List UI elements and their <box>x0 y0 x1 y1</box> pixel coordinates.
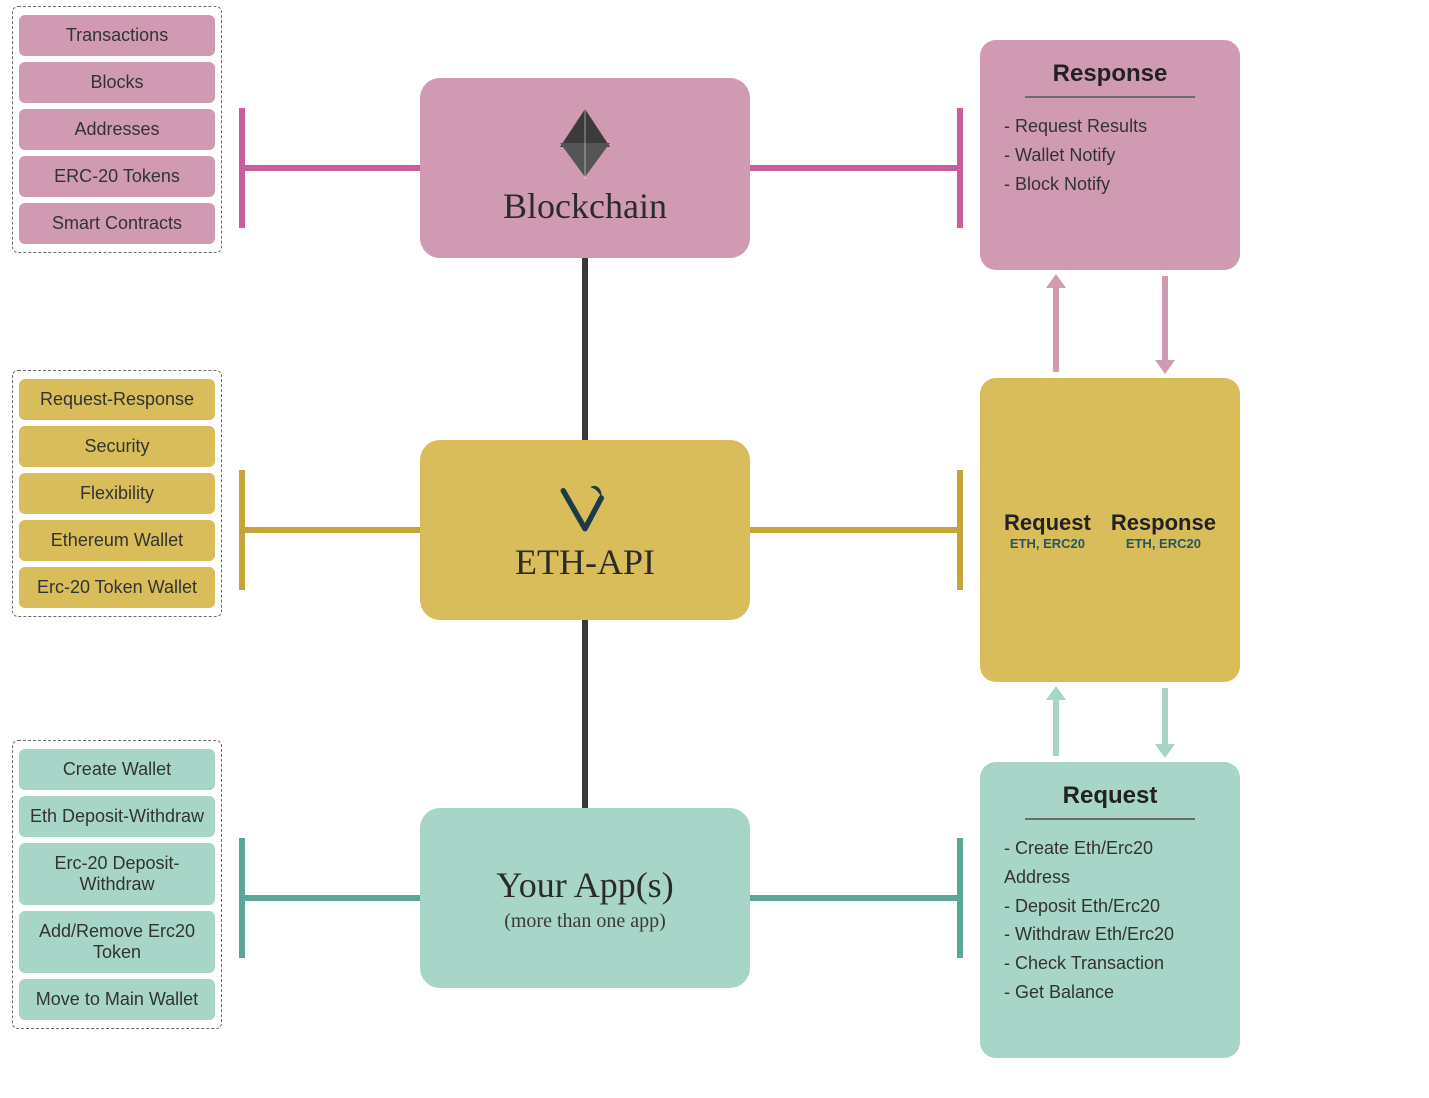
rr-left-title: Request <box>1004 510 1091 536</box>
ethapi-info-card: RequestETH, ERC20ResponseETH, ERC20 <box>980 378 1240 682</box>
blockchain-feature-item: Smart Contracts <box>19 203 215 244</box>
ethapi-h-connector-cap-right <box>957 470 963 590</box>
yourapp-h-connector-cap-left <box>239 838 245 958</box>
blockchain-info-list: Request ResultsWallet NotifyBlock Notify <box>1004 112 1216 198</box>
rr-right-sub: ETH, ERC20 <box>1111 536 1216 551</box>
blockchain-feature-item: Transactions <box>19 15 215 56</box>
arrow-down-lower <box>1162 688 1168 756</box>
info-list-item: Deposit Eth/Erc20 <box>1004 892 1216 921</box>
yourapp-info-title: Request <box>1004 782 1216 810</box>
vleaf-icon <box>556 478 614 541</box>
ethapi-center-card: ETH-API <box>420 440 750 620</box>
yourapp-center-card: Your App(s) (more than one app) <box>420 808 750 988</box>
blockchain-h-connector-cap-right <box>957 108 963 228</box>
yourapp-feature-item: Eth Deposit-Withdraw <box>19 796 215 837</box>
yourapp-center-label: Your App(s) <box>496 864 673 906</box>
blockchain-feature-item: ERC-20 Tokens <box>19 156 215 197</box>
rr-right-title: Response <box>1111 510 1216 536</box>
arrow-down-upper <box>1162 276 1168 372</box>
ethapi-feature-item: Ethereum Wallet <box>19 520 215 561</box>
rr-left-sub: ETH, ERC20 <box>1004 536 1091 551</box>
ethapi-feature-item: Flexibility <box>19 473 215 514</box>
blockchain-feature-group: Transactions Blocks Addresses ERC-20 Tokens… <box>12 6 222 253</box>
blockchain-h-connector-cap-left <box>239 108 245 228</box>
blockchain-info-title: Response <box>1004 60 1216 88</box>
ethereum-icon <box>560 109 610 179</box>
ethapi-h-connector-cap-left <box>239 470 245 590</box>
yourapp-feature-group: Create Wallet Eth Deposit-Withdraw Erc-20 … <box>12 740 222 1029</box>
eth-api-architecture-diagram: Transactions Blocks Addresses ERC-20 Tokens… <box>0 0 1429 1098</box>
info-list-item: Withdraw Eth/Erc20 <box>1004 920 1216 949</box>
blockchain-feature-item: Addresses <box>19 109 215 150</box>
arrow-up-lower <box>1053 688 1059 756</box>
yourapp-feature-item: Create Wallet <box>19 749 215 790</box>
arrow-up-upper <box>1053 276 1059 372</box>
ethapi-center-label: ETH-API <box>515 541 655 583</box>
yourapp-feature-item: Move to Main Wallet <box>19 979 215 1020</box>
yourapp-center-sublabel: (more than one app) <box>504 910 666 933</box>
blockchain-feature-item: Blocks <box>19 62 215 103</box>
rr-left: RequestETH, ERC20 <box>1004 510 1091 551</box>
ethapi-feature-group: Request-Response Security Flexibility Ether… <box>12 370 222 617</box>
info-divider <box>1025 818 1195 820</box>
ethapi-feature-item: Security <box>19 426 215 467</box>
yourapp-feature-item: Erc-20 Deposit-Withdraw <box>19 843 215 905</box>
yourapp-feature-item: Add/Remove Erc20 Token <box>19 911 215 973</box>
yourapp-info-list: Create Eth/Erc20 AddressDeposit Eth/Erc2… <box>1004 834 1216 1007</box>
info-list-item: Check Transaction <box>1004 949 1216 978</box>
rr-right: ResponseETH, ERC20 <box>1111 510 1216 551</box>
ethapi-feature-item: Request-Response <box>19 379 215 420</box>
request-response-pair: RequestETH, ERC20ResponseETH, ERC20 <box>1004 510 1216 551</box>
yourapp-h-connector-cap-right <box>957 838 963 958</box>
info-list-item: Wallet Notify <box>1004 141 1216 170</box>
info-list-item: Request Results <box>1004 112 1216 141</box>
info-list-item: Get Balance <box>1004 978 1216 1007</box>
blockchain-center-card: Blockchain <box>420 78 750 258</box>
yourapp-info-card: Request Create Eth/Erc20 AddressDeposit E… <box>980 762 1240 1058</box>
info-divider <box>1025 96 1195 98</box>
ethapi-feature-item: Erc-20 Token Wallet <box>19 567 215 608</box>
blockchain-info-card: Response Request ResultsWallet NotifyBloc… <box>980 40 1240 270</box>
blockchain-center-label: Blockchain <box>503 185 667 227</box>
info-list-item: Block Notify <box>1004 170 1216 199</box>
info-list-item: Create Eth/Erc20 Address <box>1004 834 1216 892</box>
